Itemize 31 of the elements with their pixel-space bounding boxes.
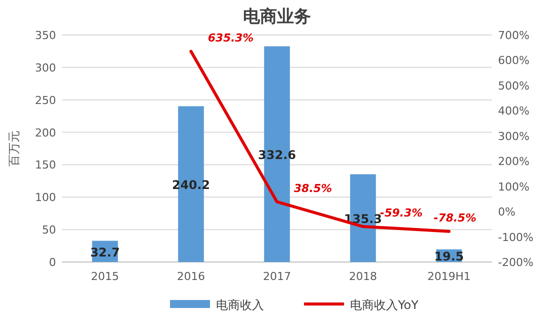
y2-tick-label: 700%: [498, 29, 530, 42]
data-label: -78.5%: [434, 211, 476, 224]
y2-tick-label: 200%: [498, 155, 530, 168]
legend-label: 电商收入YoY: [350, 298, 420, 312]
x-tick-label: 2018: [349, 270, 377, 283]
y2-tick-label: -200%: [498, 256, 534, 269]
data-label: 38.5%: [294, 182, 332, 195]
y2-tick-label: 0%: [498, 206, 516, 219]
y-tick-label: 250: [35, 94, 56, 107]
y2-tick-label: 100%: [498, 180, 530, 194]
y2-tick-label: 400%: [498, 104, 530, 118]
y-tick-label: 50: [42, 224, 56, 237]
y-tick-label: 300: [35, 61, 56, 74]
legend-label: 电商收入: [216, 298, 264, 312]
data-label: 635.3%: [208, 31, 254, 44]
x-tick-label: 2015: [91, 270, 119, 283]
y2-tick-label: 600%: [498, 54, 530, 68]
y-tick-label: 150: [35, 158, 56, 172]
y2-tick-label: -100%: [498, 230, 534, 244]
data-label: -59.3%: [380, 206, 423, 220]
x-tick-label: 2019H1: [427, 270, 471, 283]
y2-tick-label: 300%: [498, 130, 530, 143]
y-axis-title: 百万元: [7, 130, 21, 166]
x-tick-label: 2016: [177, 270, 205, 283]
y-tick-label: 100: [35, 191, 56, 204]
y-tick-label: 200: [35, 126, 56, 140]
x-tick-label: 2017: [263, 270, 291, 283]
y-tick-label: 0: [49, 256, 56, 269]
y2-tick-label: 500%: [498, 79, 530, 92]
chart-title: 电商业务: [243, 7, 311, 27]
y-tick-label: 350: [35, 29, 56, 42]
